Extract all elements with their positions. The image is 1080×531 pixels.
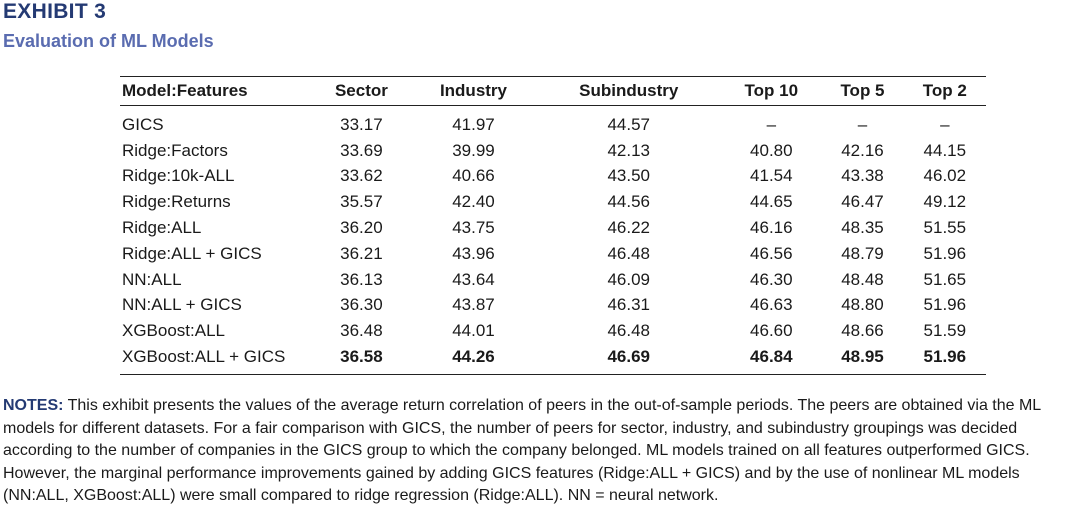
value-cell: 51.96 [923, 295, 967, 315]
value-cell: 44.15 [923, 140, 967, 160]
value-cell: 33.17 [340, 114, 383, 134]
notes-label: NOTES: [3, 397, 64, 414]
value-cell: 33.69 [340, 140, 383, 160]
value-cell: 46.09 [607, 269, 650, 289]
model-cell: NN:ALL + GICS [122, 295, 242, 315]
value-cell: 46.47 [841, 192, 884, 212]
value-cell: 46.84 [750, 347, 793, 367]
value-cell: 36.30 [340, 295, 383, 315]
value-cell: 51.96 [923, 347, 967, 367]
value-cell: 43.87 [452, 295, 495, 315]
value-cell: 43.50 [607, 166, 650, 186]
notes-text: This exhibit presents the values of the … [3, 397, 1041, 505]
value-cell: 46.22 [607, 218, 650, 238]
value-cell: 46.69 [607, 347, 650, 367]
value-cell: 46.30 [750, 269, 793, 289]
model-cell: XGBoost:ALL + GICS [122, 347, 286, 367]
table-row: NN:ALL + GICS 36.30 43.87 46.31 46.63 48.80 51… [120, 293, 986, 319]
model-cell: XGBoost:ALL [122, 321, 226, 341]
column-header: Top 2 [922, 81, 967, 100]
value-cell: 48.66 [841, 321, 884, 341]
model-cell: Ridge:Returns [122, 192, 231, 212]
value-cell: 51.65 [923, 269, 967, 289]
value-cell: 51.55 [923, 218, 967, 238]
value-cell: 48.95 [841, 347, 884, 367]
value-cell: 44.65 [750, 192, 793, 212]
model-cell: Ridge:10k-ALL [122, 166, 235, 186]
value-cell: 33.62 [340, 166, 383, 186]
value-cell: 41.97 [452, 114, 495, 134]
value-cell: 43.64 [452, 269, 495, 289]
value-cell: 48.35 [841, 218, 884, 238]
value-cell: 51.59 [923, 321, 967, 341]
table-header: Model:Features Sector Industry Subindustry T… [120, 76, 986, 106]
value-cell: 36.13 [340, 269, 383, 289]
value-cell: 36.48 [340, 321, 383, 341]
value-cell: 40.66 [452, 166, 495, 186]
exhibit-title: EXHIBIT 3 [3, 0, 107, 23]
value-cell: 48.80 [841, 295, 884, 315]
table-row: XGBoost:ALL 36.48 44.01 46.48 46.60 48.66 51.5… [120, 318, 986, 344]
value-cell: 46.56 [750, 243, 793, 263]
column-header: Sector [334, 81, 388, 100]
value-cell: 44.01 [452, 321, 495, 341]
value-cell: 46.02 [923, 166, 967, 186]
value-cell: – [940, 114, 950, 134]
table-row: XGBoost:ALL + GICS 36.58 44.26 46.69 46.84 48… [120, 344, 986, 375]
column-header: Subindustry [579, 81, 679, 100]
table-row: GICS 33.17 41.97 44.57 – – – [120, 106, 986, 138]
value-cell: 51.96 [923, 243, 967, 263]
table-body: GICS 33.17 41.97 44.57 – – – Ridge:Factors 33.69… [120, 106, 986, 375]
value-cell: – [857, 114, 868, 134]
table-row: Ridge:ALL 36.20 43.75 46.22 46.16 48.35 51.55 [120, 215, 986, 241]
value-cell: 46.31 [607, 295, 650, 315]
model-cell: GICS [122, 114, 164, 134]
column-header: Industry [439, 81, 507, 100]
notes: NOTES: This exhibit presents the values … [3, 395, 1063, 508]
table-row: Ridge:Factors 33.69 39.99 42.13 40.80 42.16 44… [120, 138, 986, 164]
model-cell: NN:ALL [122, 269, 182, 289]
value-cell: 46.48 [607, 243, 650, 263]
value-cell: 43.38 [841, 166, 884, 186]
value-cell: 36.21 [340, 243, 383, 263]
table-row: Ridge:Returns 35.57 42.40 44.56 44.65 46.47 49… [120, 189, 986, 215]
table-row: Ridge:ALL + GICS 36.21 43.96 46.48 46.56 48.7… [120, 241, 986, 267]
model-cell: Ridge:Factors [122, 140, 228, 160]
value-cell: 43.75 [452, 218, 495, 238]
model-cell: Ridge:ALL + GICS [122, 243, 262, 263]
value-cell: 49.12 [923, 192, 967, 212]
value-cell: 39.99 [452, 140, 495, 160]
value-cell: 46.60 [750, 321, 793, 341]
table-row: NN:ALL 36.13 43.64 46.09 46.30 48.48 51.65 [120, 267, 986, 293]
value-cell: 36.20 [340, 218, 383, 238]
results-table: Model:Features Sector Industry Subindustry T… [120, 76, 986, 375]
column-header: Top 5 [840, 81, 885, 100]
value-cell: 44.26 [452, 347, 495, 367]
value-cell: 48.79 [841, 243, 884, 263]
exhibit-subtitle: Evaluation of ML Models [3, 31, 214, 51]
table-row: Ridge:10k-ALL 33.62 40.66 43.50 41.54 43.38 46… [120, 164, 986, 190]
value-cell: 46.16 [750, 218, 793, 238]
value-cell: 48.48 [841, 269, 884, 289]
value-cell: 36.58 [340, 347, 383, 367]
value-cell: 42.40 [452, 192, 495, 212]
value-cell: 41.54 [750, 166, 793, 186]
value-cell: 44.57 [607, 114, 650, 134]
value-cell: 42.16 [841, 140, 884, 160]
value-cell: 40.80 [750, 140, 793, 160]
value-cell: 46.48 [607, 321, 650, 341]
column-header: Top 10 [744, 81, 799, 100]
value-cell: 42.13 [607, 140, 650, 160]
value-cell: 44.56 [607, 192, 650, 212]
value-cell: 46.63 [750, 295, 793, 315]
value-cell: 35.57 [340, 192, 383, 212]
header-row: Model:Features Sector Industry Subindustry T… [120, 76, 986, 106]
value-cell: 43.96 [452, 243, 495, 263]
column-header: Model:Features [122, 81, 248, 100]
value-cell: – [766, 114, 777, 134]
model-cell: Ridge:ALL [122, 218, 202, 238]
